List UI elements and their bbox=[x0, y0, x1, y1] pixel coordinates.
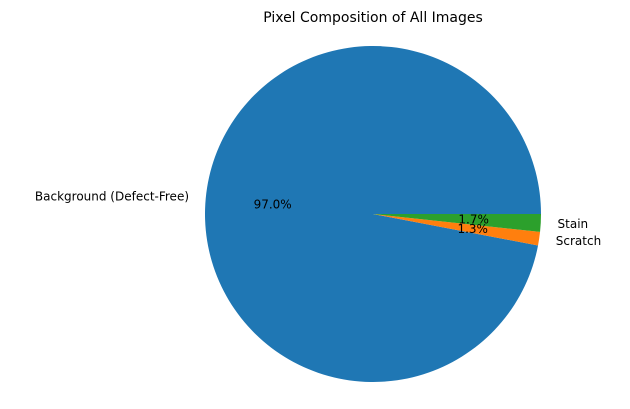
pie-category-label-scratch: Scratch bbox=[556, 234, 601, 248]
pie-labels: 97.0% Background (Defect-Free) 1.3% Scratch… bbox=[35, 190, 601, 249]
pie-slice-stain bbox=[373, 214, 541, 232]
pie-category-label-background-defect-free: Background (Defect-Free) bbox=[35, 190, 189, 204]
pie-percent-label-stain: 1.7% bbox=[458, 212, 489, 226]
pie-percent-label-background-defect-free: 97.0% bbox=[254, 198, 292, 212]
pie-slices bbox=[205, 45, 541, 382]
pie-slice-scratch bbox=[373, 214, 541, 246]
pie-category-label-stain: Stain bbox=[558, 217, 589, 231]
pie-slice-background-defect-free bbox=[205, 45, 541, 382]
pie-percent-label-scratch: 1.3% bbox=[457, 222, 488, 236]
chart-title: Pixel Composition of All Images bbox=[263, 10, 483, 26]
